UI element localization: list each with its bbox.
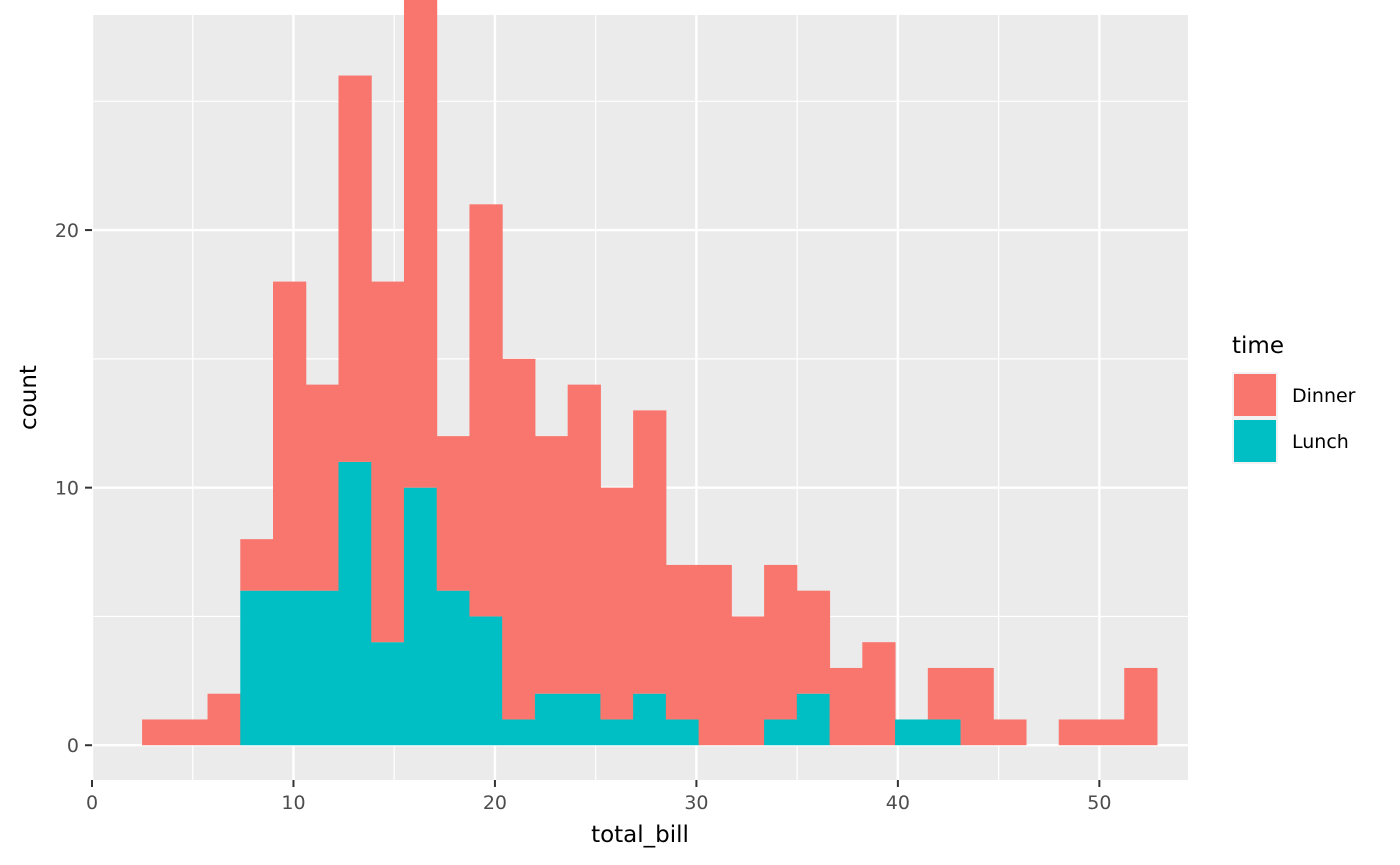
axes: 0 10 20 30 40 50 0 10 20 xyxy=(55,220,1112,814)
bar-dinner xyxy=(436,436,470,591)
bar-lunch xyxy=(600,719,634,746)
y-tick-label: 0 xyxy=(67,735,79,757)
bar-dinner xyxy=(305,384,339,591)
bars xyxy=(142,0,1158,746)
x-tick-label: 50 xyxy=(1087,792,1111,814)
bar-dinner xyxy=(273,281,307,591)
bar-dinner xyxy=(796,590,831,694)
legend-swatch-lunch xyxy=(1234,420,1276,462)
y-tick-label: 10 xyxy=(55,478,79,500)
bar-dinner xyxy=(600,487,634,720)
x-axis-title: total_bill xyxy=(591,822,689,848)
bar-dinner xyxy=(862,642,896,746)
bar-dinner xyxy=(240,539,274,591)
x-tick-label: 10 xyxy=(281,792,305,814)
legend-swatch-dinner xyxy=(1234,374,1276,416)
bar-dinner xyxy=(338,75,372,462)
bar-lunch xyxy=(469,616,503,746)
bar-dinner xyxy=(960,667,994,746)
bar-dinner xyxy=(993,719,1027,746)
bar-dinner xyxy=(1124,667,1158,746)
bar-dinner xyxy=(1091,719,1125,746)
bar-lunch xyxy=(534,693,569,746)
bar-dinner xyxy=(371,281,405,643)
bar-dinner xyxy=(174,719,209,746)
bar-lunch xyxy=(567,693,601,746)
bar-dinner xyxy=(403,0,438,488)
bar-lunch xyxy=(436,590,470,746)
bar-lunch xyxy=(338,461,372,746)
bar-lunch xyxy=(403,487,438,746)
bar-lunch xyxy=(665,719,700,746)
bar-dinner xyxy=(1058,719,1092,746)
x-tick-label: 40 xyxy=(886,792,910,814)
bar-dinner xyxy=(567,384,601,694)
bar-lunch xyxy=(305,590,339,746)
bar-dinner xyxy=(665,564,700,720)
bar-dinner xyxy=(927,667,962,720)
bar-dinner xyxy=(731,616,765,746)
bar-dinner xyxy=(207,693,241,746)
x-tick-label: 30 xyxy=(684,792,708,814)
legend: time Dinner Lunch xyxy=(1232,333,1356,464)
legend-label-dinner: Dinner xyxy=(1292,385,1356,407)
bar-lunch xyxy=(764,719,798,746)
bar-lunch xyxy=(273,590,307,746)
bar-dinner xyxy=(829,667,863,746)
x-tick-label: 0 xyxy=(86,792,98,814)
bar-lunch xyxy=(633,693,667,746)
bar-dinner xyxy=(469,204,503,617)
bar-dinner xyxy=(534,436,569,694)
bar-dinner xyxy=(502,358,536,720)
bar-lunch xyxy=(927,719,962,746)
bar-dinner xyxy=(142,719,176,746)
y-tick-label: 20 xyxy=(55,220,79,242)
bar-dinner xyxy=(633,410,667,694)
bar-dinner xyxy=(764,564,798,720)
bar-lunch xyxy=(371,642,405,746)
bar-lunch xyxy=(796,693,831,746)
legend-label-lunch: Lunch xyxy=(1292,431,1349,453)
x-tick-label: 20 xyxy=(483,792,507,814)
bar-lunch xyxy=(502,719,536,746)
legend-title: time xyxy=(1232,333,1284,359)
bar-lunch xyxy=(240,590,274,746)
bar-lunch xyxy=(895,719,929,746)
bar-dinner xyxy=(698,564,732,746)
y-axis-title: count xyxy=(16,365,42,430)
